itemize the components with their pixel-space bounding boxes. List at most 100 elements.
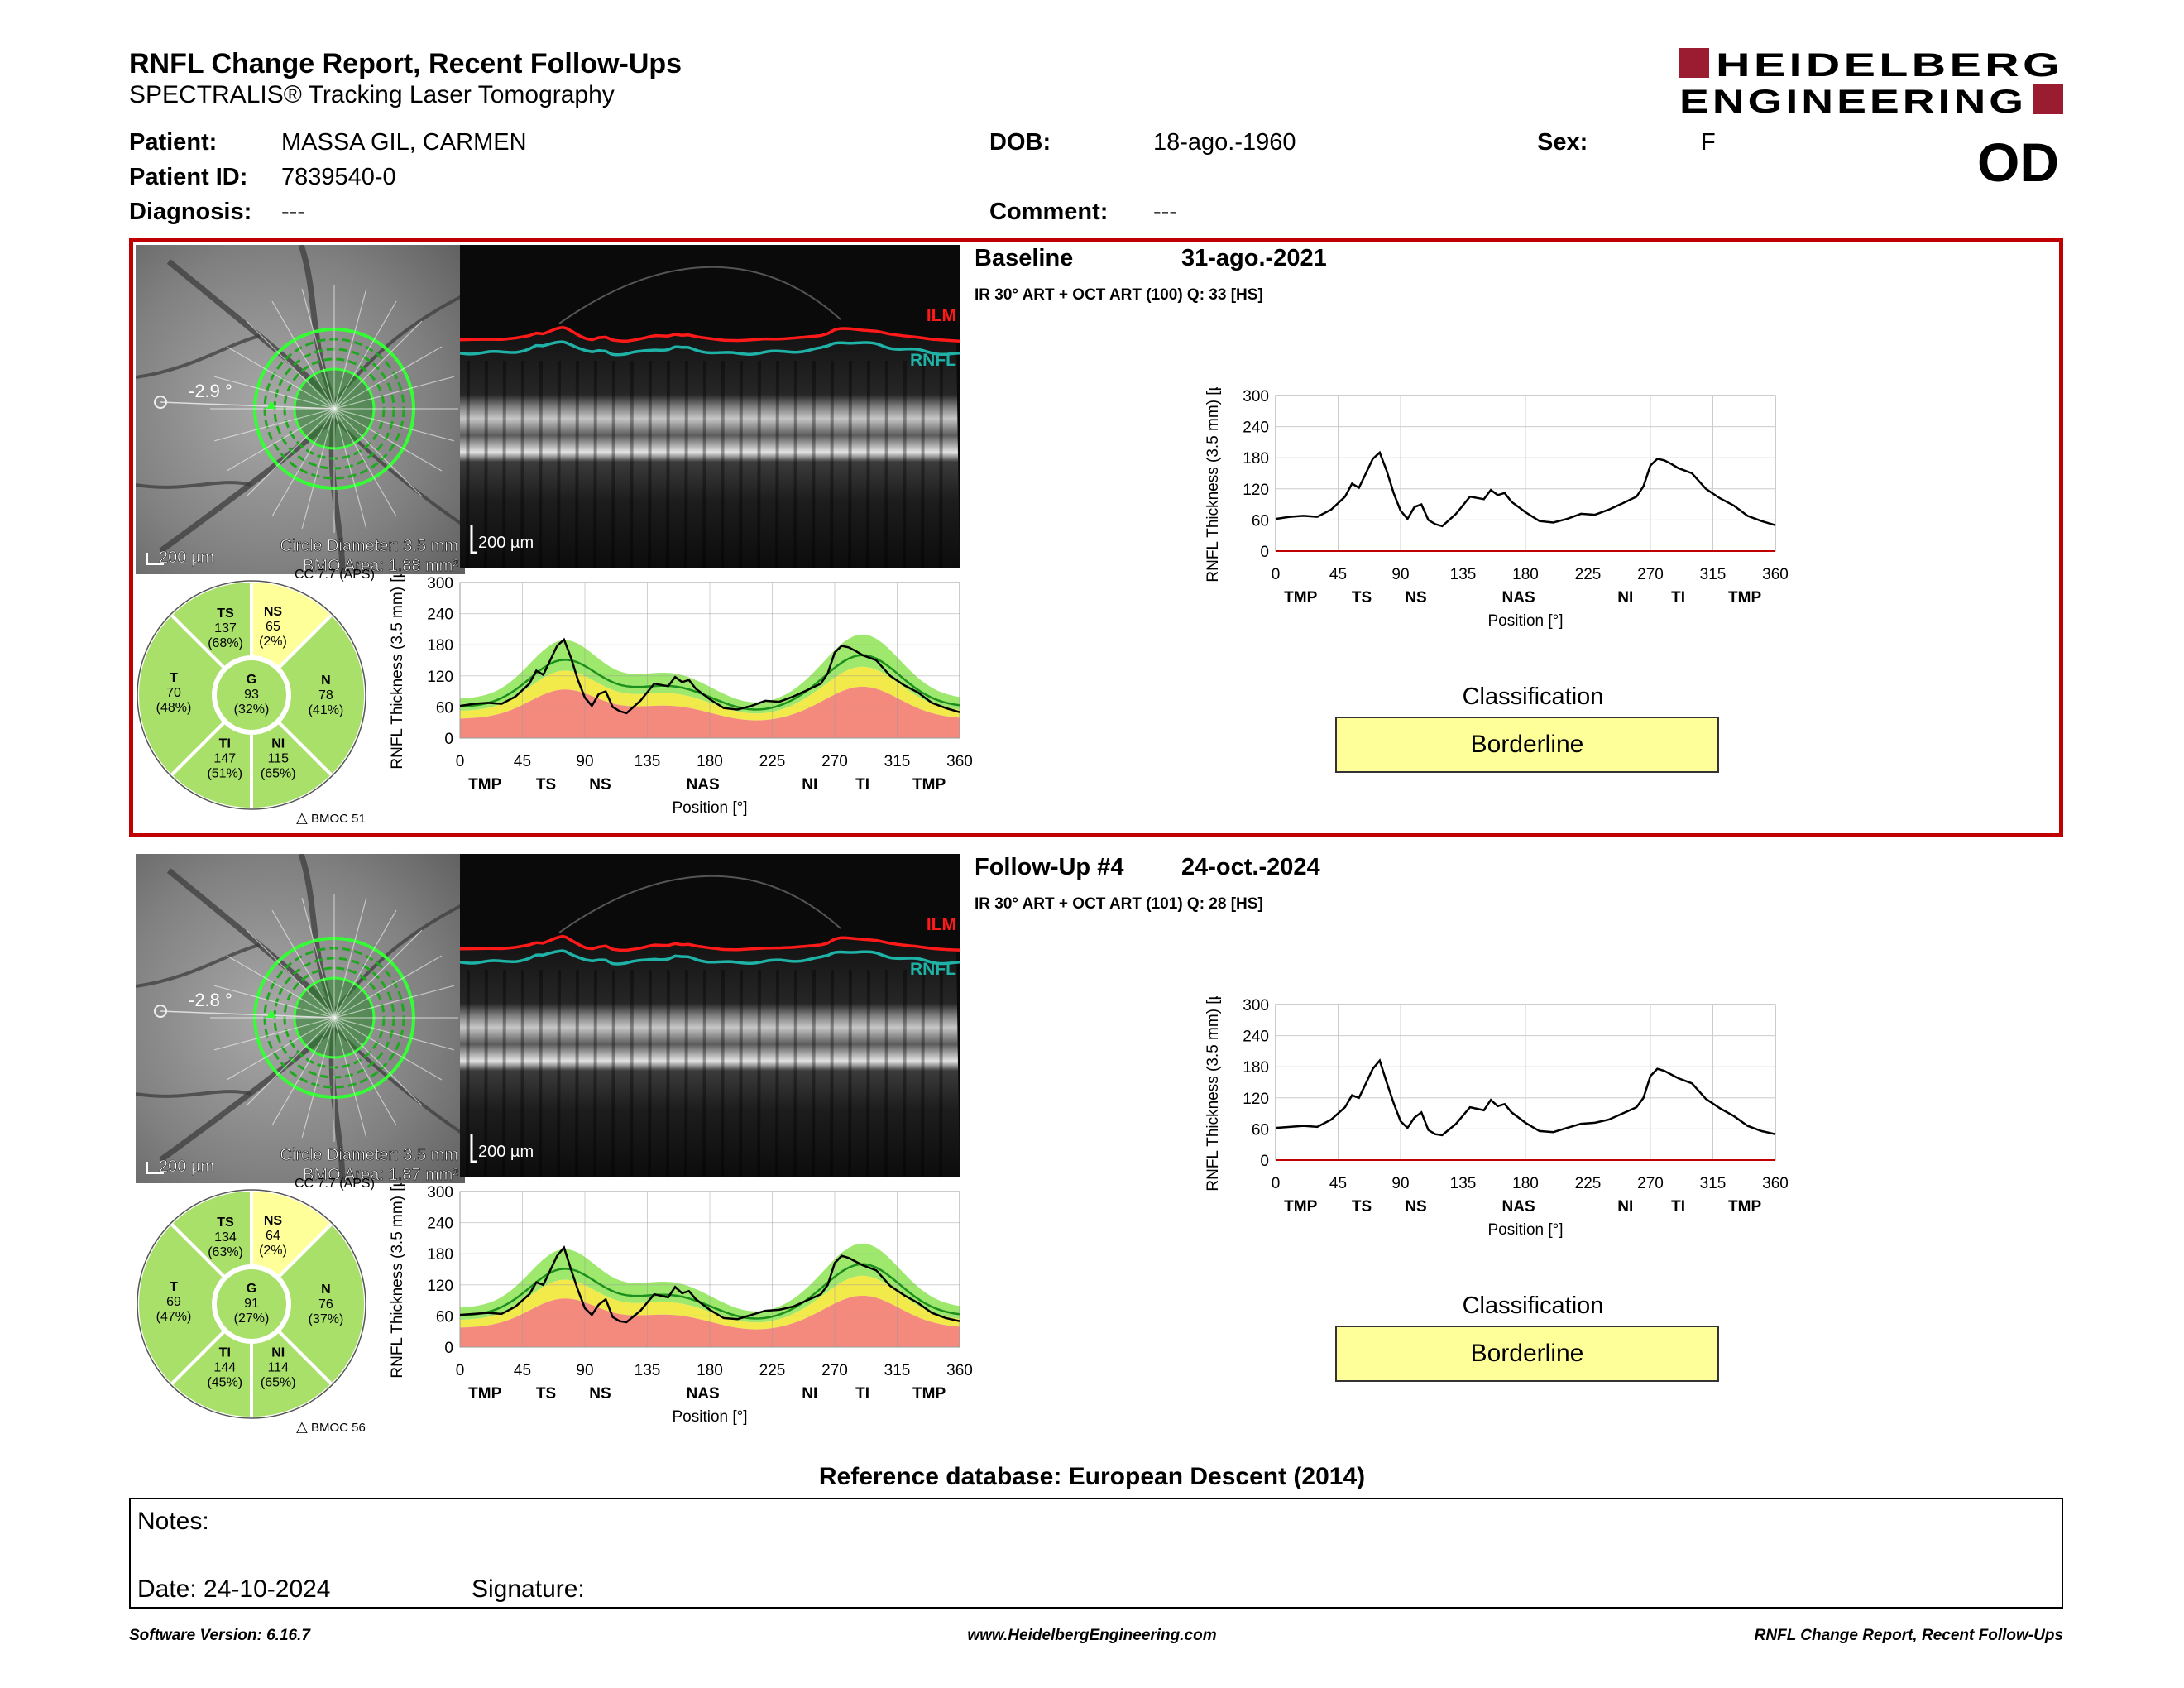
sector-label-n: N	[321, 1283, 331, 1297]
sex-label: Sex:	[1537, 129, 1588, 156]
scale-bar	[146, 1162, 164, 1174]
plot-frame	[459, 582, 960, 739]
x-tick-label: 315	[1700, 566, 1727, 583]
retina-layers	[460, 936, 960, 1177]
y-tick-label: 60	[1252, 512, 1269, 530]
vessel-shadow	[812, 969, 816, 1177]
sector-axis-label: TMP	[912, 776, 946, 794]
y-axis-label: RNFL Thickness (3.5 mm) [µm]	[1205, 996, 1222, 1192]
normative-band	[460, 686, 960, 738]
sector-axis-label: TI	[855, 1385, 869, 1403]
patient-name: MASSA GIL, CARMEN	[281, 129, 527, 156]
sector-value-ns: 65	[266, 620, 280, 634]
vessel-shadow	[611, 969, 615, 1177]
circle-diameter: Circle Diameter: 3.5 mm	[280, 537, 458, 555]
y-tick-label: 180	[427, 1246, 453, 1264]
sector-value-ni: 114	[267, 1361, 289, 1375]
radial-scan-line	[226, 955, 335, 1019]
y-axis-label: RNFL Thickness (3.5 mm) [µm]	[389, 574, 406, 770]
comment-value: ---	[1153, 199, 1177, 225]
x-tick-label: 45	[1329, 1175, 1347, 1192]
sector-value-ni: 115	[267, 752, 289, 766]
vessel-shadow	[812, 360, 816, 568]
tse-marker	[266, 1009, 276, 1018]
x-tick-label: 45	[1329, 566, 1347, 583]
sector-axis-label: NI	[802, 1385, 817, 1403]
tse-marker	[266, 400, 276, 409]
sector-axis-label: TS	[536, 1385, 556, 1403]
vessel-shadow	[502, 360, 506, 568]
dob-label: DOB:	[989, 129, 1051, 156]
y-tick-label: 180	[427, 637, 453, 655]
oct-scale-bar	[470, 1134, 477, 1163]
x-tick-label: 90	[1391, 1175, 1409, 1192]
fovea-angle: -2.9 °	[189, 381, 232, 401]
vessel-shadow	[557, 969, 561, 1177]
patient-id: 7839540-0	[281, 164, 396, 190]
sector-outline	[136, 1189, 366, 1419]
sector-axis-label: TMP	[468, 776, 501, 794]
x-tick-label: 225	[1575, 1175, 1602, 1192]
diagnosis-value: ---	[281, 199, 305, 225]
baseline-content: -2.9 ° 200 µm Circle Diameter: 3.5 mm BMO A…	[0, 0, 2184, 824]
patient-label: Patient:	[129, 129, 218, 156]
x-tick-label: 90	[576, 753, 593, 770]
sector-value-ts: 137	[214, 621, 237, 635]
vessel-shadow	[921, 969, 925, 1177]
website-link[interactable]: www.HeidelbergEngineering.com	[967, 1627, 1217, 1644]
oct-scale: 200 µm	[478, 534, 534, 552]
x-tick-label: 180	[697, 753, 723, 770]
sector-axis-label: TMP	[1728, 589, 1761, 607]
vessel-shadow	[702, 969, 706, 1177]
sector-pct-ts: (63%)	[208, 1245, 243, 1259]
y-axis-label: RNFL Thickness (3.5 mm) [µm]	[1205, 387, 1222, 583]
x-tick-label: 180	[1512, 566, 1539, 583]
sex-value: F	[1701, 129, 1716, 156]
radial-scan-line	[246, 1017, 335, 1106]
sector-chart: NS64(2%)N76(37%)NI114(65%)TI144(45%)T69(…	[136, 1188, 369, 1433]
sector-axis-label: TI	[1671, 1198, 1685, 1216]
scan-title: Follow-Up #4	[975, 854, 1124, 880]
vessel-shadow	[593, 969, 597, 1177]
sector-label-ns: NS	[264, 605, 283, 619]
notes-box[interactable]: Notes: Date: 24-10-2024 Signature:	[129, 1498, 2063, 1609]
vessel-shadow	[702, 360, 706, 568]
sector-pct-n: (41%)	[309, 703, 344, 717]
normative-band	[460, 1275, 960, 1330]
sector-axis-label: TS	[1352, 1198, 1372, 1216]
vessel-shadow	[630, 969, 634, 1177]
x-tick-label: 135	[1450, 566, 1477, 583]
footer-report-name: RNFL Change Report, Recent Follow-Ups	[1754, 1627, 2063, 1644]
oct-scale-bar	[470, 525, 477, 554]
sector-pct-ti: (51%)	[207, 767, 242, 781]
x-axis-label: Position [°]	[1487, 612, 1563, 630]
delta-icon: △	[296, 1418, 308, 1433]
sector-axis-label: NAS	[687, 776, 720, 794]
vessel-shadow	[866, 969, 870, 1177]
x-tick-label: 225	[1575, 566, 1602, 583]
x-axis-label: Position [°]	[672, 1408, 747, 1426]
sector-axis-label: NI	[1617, 1198, 1633, 1216]
sector-axis-label: TI	[1671, 589, 1685, 607]
sector-g	[213, 1266, 290, 1342]
fundus-image: -2.8 ° 200 µm Circle Diameter: 3.5 mm BMO A…	[136, 854, 465, 1183]
signature-label: Signature:	[472, 1575, 585, 1603]
vessel-shadow	[793, 360, 797, 568]
sector-axis-label: NAS	[1502, 589, 1535, 607]
x-tick-label: 225	[759, 1362, 786, 1379]
sector-axis-label: TMP	[912, 1385, 946, 1403]
classification-badge: Borderline	[1335, 1326, 1719, 1382]
normative-mean-line	[459, 654, 960, 711]
vessel-shadow	[903, 969, 907, 1177]
radial-scan-line	[333, 376, 455, 410]
sector-pct-ni: (65%)	[261, 1376, 296, 1390]
sector-axis-label: TMP	[1284, 1198, 1317, 1216]
sector-value-ti: 144	[213, 1361, 236, 1375]
sector-axis-label: NI	[802, 776, 817, 794]
x-tick-label: 0	[1272, 566, 1281, 583]
y-tick-label: 120	[1243, 482, 1269, 499]
sector-axis-label: NAS	[1502, 1198, 1535, 1216]
svg-text:ENGINEERING: ENGINEERING	[1679, 84, 2027, 116]
x-tick-label: 45	[514, 1362, 531, 1379]
x-tick-label: 270	[1637, 566, 1664, 583]
